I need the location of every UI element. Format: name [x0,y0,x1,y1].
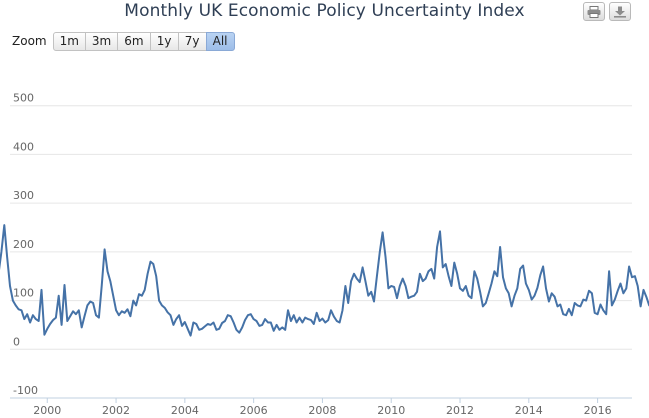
zoom-buttons: 1m 3m 6m 1y 7y All [52,31,235,51]
download-button[interactable] [609,2,631,21]
series-group [0,224,649,337]
download-icon [614,6,626,18]
printer-icon [587,5,601,18]
zoom-label: Zoom [12,34,47,48]
y-axis-labels: -100 0 100 200 300 400 500 [13,92,38,397]
y-tick-label: -100 [13,384,38,397]
x-tick-label: 2012 [446,404,474,417]
zoom-button-7y[interactable]: 7y [177,31,207,51]
print-button[interactable] [583,2,605,21]
y-tick-label: 500 [13,92,34,105]
zoom-button-All[interactable]: All [205,31,235,51]
x-tick-label: 2008 [308,404,336,417]
x-tick-label: 2016 [584,404,612,417]
y-tick-label: 0 [13,335,20,348]
x-tick-label: 2000 [33,404,61,417]
chart-title: Monthly UK Economic Policy Uncertainty I… [124,1,525,21]
range-selector: Zoom 1m 3m 6m 1y 7y All [12,31,235,51]
series-line [0,224,649,337]
y-tick-label: 100 [13,287,34,300]
x-tick-label: 2004 [171,404,199,417]
x-tick-label: 2006 [240,404,268,417]
x-tick-label: 2010 [377,404,405,417]
y-tick-label: 200 [13,238,34,251]
x-tick-label: 2002 [102,404,130,417]
x-tick-label: 2014 [515,404,543,417]
grid-lines [10,105,632,399]
zoom-button-6m[interactable]: 6m [117,31,151,51]
y-tick-label: 300 [13,189,34,202]
y-tick-label: 400 [13,140,34,153]
x-axis: 2000 2002 2004 2006 2008 2010 2012 2014 2016 [10,397,632,417]
